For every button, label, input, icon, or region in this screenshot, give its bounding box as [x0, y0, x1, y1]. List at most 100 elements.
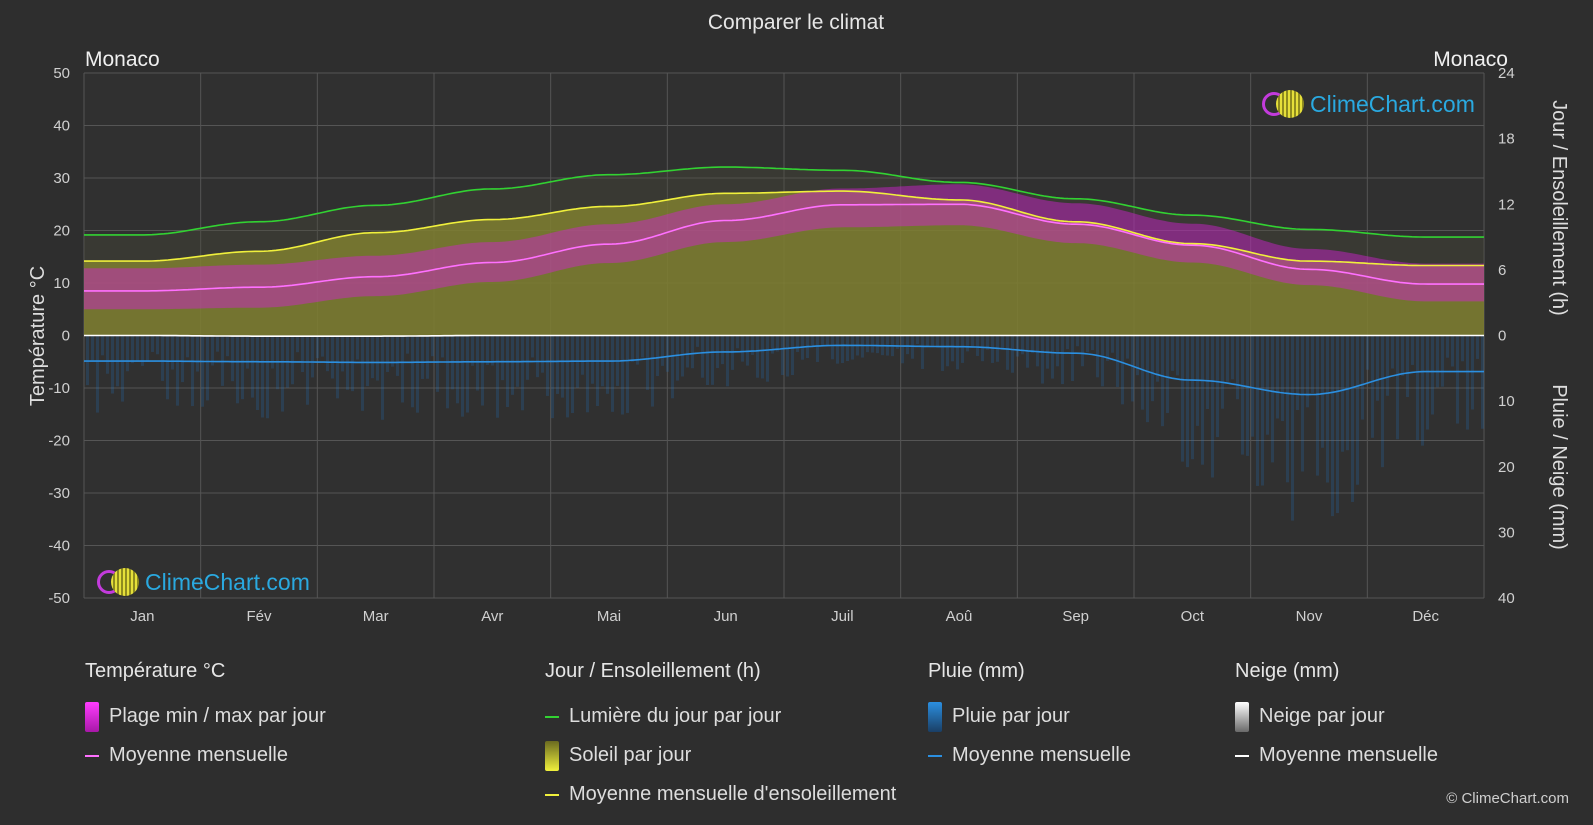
rain-day-bar [686, 335, 689, 368]
data-areas [84, 167, 1484, 336]
rain-day-bar [506, 335, 509, 408]
tick-label-month: Sep [1062, 608, 1089, 625]
rain-day-bar [566, 335, 569, 418]
location-left: Monaco [85, 48, 160, 71]
tick-label-left: -10 [48, 380, 70, 397]
tick-label-month: Mai [597, 608, 621, 625]
tick-label-right-hours: 12 [1498, 196, 1515, 213]
rain-day-bar [1276, 335, 1279, 419]
rain-day-bar [436, 335, 439, 392]
rain-day-bar [586, 335, 589, 413]
rain-day-bar [936, 335, 939, 348]
tick-label-month: Déc [1412, 608, 1439, 625]
rain-day-bar [1096, 335, 1099, 378]
rain-day-bar [916, 335, 919, 345]
rain-day-bar [476, 335, 479, 391]
rain-day-bar [301, 335, 304, 373]
tick-label-left: 10 [53, 275, 70, 292]
rain-day-bar [556, 335, 559, 394]
rain-day-bar [611, 335, 614, 412]
rain-day-bar [1161, 335, 1164, 427]
rain-day-bar [656, 335, 659, 377]
rain-day-bar [1221, 335, 1224, 409]
legend-snow-mean-label: Moyenne mensuelle [1259, 744, 1438, 766]
rain-day-bar [691, 335, 694, 369]
rain-mean-line [84, 344, 1484, 396]
legend-temp-range: Plage min / max par jour [85, 697, 326, 736]
rain-day-bar [951, 335, 954, 362]
rain-day-bar [151, 335, 154, 352]
rain-day-bar [726, 335, 729, 387]
rain-day-bar [271, 335, 274, 369]
rain-day-bar [1471, 335, 1474, 410]
rain-day-bar [1021, 335, 1024, 355]
rain-day-bar [356, 335, 359, 360]
rain-day-bar [1371, 335, 1374, 438]
rain-day-bar [1226, 335, 1229, 382]
rain-day-bar [596, 335, 599, 407]
rain-day-bar [91, 335, 94, 361]
rain-day-bar [1211, 335, 1214, 478]
legend-rain-mean-label: Moyenne mensuelle [952, 744, 1131, 766]
rain-day-bar [126, 335, 129, 372]
snow-swatch [1235, 701, 1249, 732]
rain-day-bar [156, 335, 159, 355]
rain-day-bar [651, 335, 654, 407]
rain-day-bar [431, 335, 434, 357]
legend-temperature: Température °C Plage min / max par jour … [85, 660, 326, 775]
rain-day-bar [511, 335, 514, 395]
rain-day-bar [1061, 335, 1064, 385]
rain-day-bar [441, 335, 444, 358]
rain-day-bar [391, 335, 394, 367]
rain-day-bar [296, 335, 299, 353]
rain-day-bar [1186, 335, 1189, 468]
rain-day-bar [826, 335, 829, 346]
rain-day-bar [571, 335, 574, 414]
tick-label-month: Nov [1296, 608, 1323, 625]
temp-mean-swatch [85, 754, 99, 757]
rain-day-bar [501, 335, 504, 381]
rain-day-bar [1251, 335, 1254, 437]
rain-day-bar [1456, 335, 1459, 424]
rain-day-bar [756, 335, 759, 378]
rain-day-bar [211, 335, 214, 366]
chart-title: Comparer le climat [708, 11, 884, 34]
legend-rain-day: Pluie par jour [928, 697, 1131, 736]
rain-day-bar [956, 335, 959, 370]
rain-day-bar [1366, 335, 1369, 370]
rain-day-bar [1141, 335, 1144, 410]
legend-snow-day-label: Neige par jour [1259, 705, 1385, 727]
rain-day-bar [1051, 335, 1054, 379]
rain-day-bar [581, 335, 584, 375]
rain-day-bar [371, 335, 374, 379]
brand-text: ClimeChart.com [145, 568, 310, 595]
rain-day-bar [811, 335, 814, 346]
rain-day-bar [176, 335, 179, 406]
rain-day-bar [741, 335, 744, 362]
rain-day-bar [1466, 335, 1469, 430]
location-right: Monaco [1433, 48, 1508, 71]
rain-day-bar [1261, 335, 1264, 486]
temp-mean-line [84, 203, 1484, 292]
legend-temp-range-label: Plage min / max par jour [109, 705, 326, 727]
rain-day-bar [1376, 335, 1379, 401]
rain-day-bar [336, 335, 339, 399]
rain-day-bar [221, 335, 224, 386]
rain-day-bar [491, 335, 494, 366]
rain-day-bar [246, 335, 249, 369]
rain-day-bar [521, 335, 524, 411]
rain-day-bar [136, 335, 139, 361]
tick-label-left: -30 [48, 485, 70, 502]
tick-label-month: Avr [481, 608, 503, 625]
rain-day-bar [1111, 335, 1114, 353]
rain-day-bar [786, 335, 789, 377]
rain-day-bar [1156, 335, 1159, 382]
rain-day-bar [626, 335, 629, 413]
rain-day-bar [986, 335, 989, 350]
rain-day-bar [351, 335, 354, 392]
tick-label-right-precip: 10 [1498, 393, 1515, 410]
rain-day-bar [226, 335, 229, 357]
tick-label-month: Mar [363, 608, 389, 625]
rain-day-bar [256, 335, 259, 411]
rain-day-bar [1181, 335, 1184, 462]
